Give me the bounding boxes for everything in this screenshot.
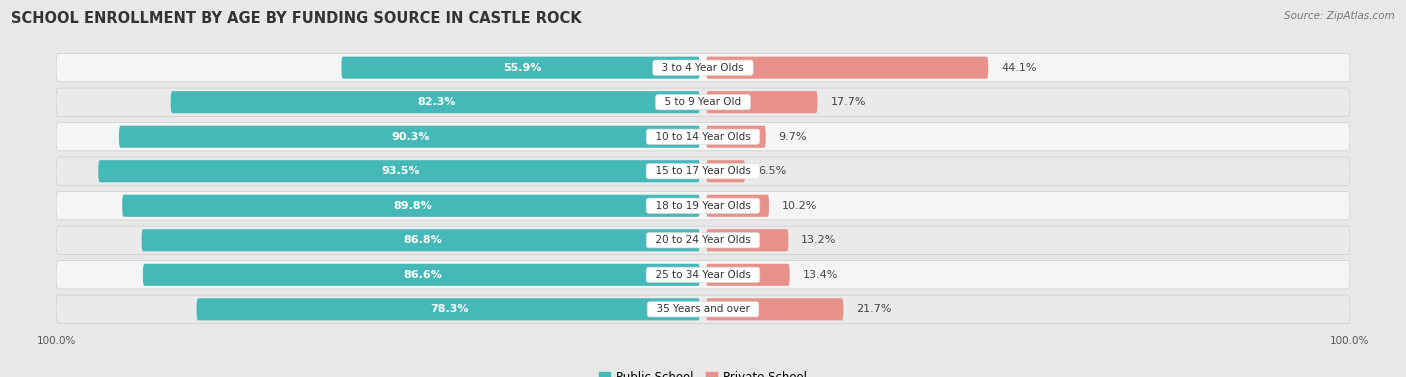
FancyBboxPatch shape	[122, 195, 700, 217]
Text: 6.5%: 6.5%	[758, 166, 786, 176]
Text: 25 to 34 Year Olds: 25 to 34 Year Olds	[648, 270, 758, 280]
Text: 9.7%: 9.7%	[779, 132, 807, 142]
Text: 55.9%: 55.9%	[503, 63, 541, 73]
Text: 13.4%: 13.4%	[803, 270, 838, 280]
Text: 82.3%: 82.3%	[418, 97, 456, 107]
FancyBboxPatch shape	[197, 298, 700, 320]
FancyBboxPatch shape	[706, 264, 790, 286]
Text: Source: ZipAtlas.com: Source: ZipAtlas.com	[1284, 11, 1395, 21]
Text: 44.1%: 44.1%	[1001, 63, 1036, 73]
Text: 15 to 17 Year Olds: 15 to 17 Year Olds	[648, 166, 758, 176]
FancyBboxPatch shape	[56, 192, 1350, 220]
Legend: Public School, Private School: Public School, Private School	[593, 366, 813, 377]
Text: SCHOOL ENROLLMENT BY AGE BY FUNDING SOURCE IN CASTLE ROCK: SCHOOL ENROLLMENT BY AGE BY FUNDING SOUR…	[11, 11, 582, 26]
FancyBboxPatch shape	[706, 91, 817, 113]
Text: 10 to 14 Year Olds: 10 to 14 Year Olds	[650, 132, 756, 142]
FancyBboxPatch shape	[120, 126, 700, 148]
FancyBboxPatch shape	[706, 160, 745, 182]
Text: 5 to 9 Year Old: 5 to 9 Year Old	[658, 97, 748, 107]
Text: 78.3%: 78.3%	[430, 304, 470, 314]
Text: 10.2%: 10.2%	[782, 201, 817, 211]
FancyBboxPatch shape	[56, 261, 1350, 289]
Text: 35 Years and over: 35 Years and over	[650, 304, 756, 314]
Text: 3 to 4 Year Olds: 3 to 4 Year Olds	[655, 63, 751, 73]
Text: 13.2%: 13.2%	[801, 235, 837, 245]
FancyBboxPatch shape	[342, 57, 700, 79]
FancyBboxPatch shape	[56, 226, 1350, 254]
FancyBboxPatch shape	[98, 160, 700, 182]
Text: 89.8%: 89.8%	[394, 201, 432, 211]
FancyBboxPatch shape	[56, 123, 1350, 151]
FancyBboxPatch shape	[56, 157, 1350, 185]
FancyBboxPatch shape	[706, 57, 988, 79]
FancyBboxPatch shape	[56, 54, 1350, 82]
FancyBboxPatch shape	[143, 264, 700, 286]
FancyBboxPatch shape	[706, 298, 844, 320]
FancyBboxPatch shape	[142, 229, 700, 251]
Text: 18 to 19 Year Olds: 18 to 19 Year Olds	[648, 201, 758, 211]
Text: 17.7%: 17.7%	[831, 97, 866, 107]
FancyBboxPatch shape	[56, 88, 1350, 116]
Text: 93.5%: 93.5%	[381, 166, 420, 176]
FancyBboxPatch shape	[170, 91, 700, 113]
Text: 21.7%: 21.7%	[856, 304, 891, 314]
Text: 86.8%: 86.8%	[404, 235, 441, 245]
Text: 90.3%: 90.3%	[392, 132, 430, 142]
FancyBboxPatch shape	[56, 295, 1350, 323]
FancyBboxPatch shape	[706, 229, 789, 251]
FancyBboxPatch shape	[706, 195, 769, 217]
FancyBboxPatch shape	[706, 126, 766, 148]
Text: 86.6%: 86.6%	[404, 270, 443, 280]
Text: 20 to 24 Year Olds: 20 to 24 Year Olds	[650, 235, 756, 245]
